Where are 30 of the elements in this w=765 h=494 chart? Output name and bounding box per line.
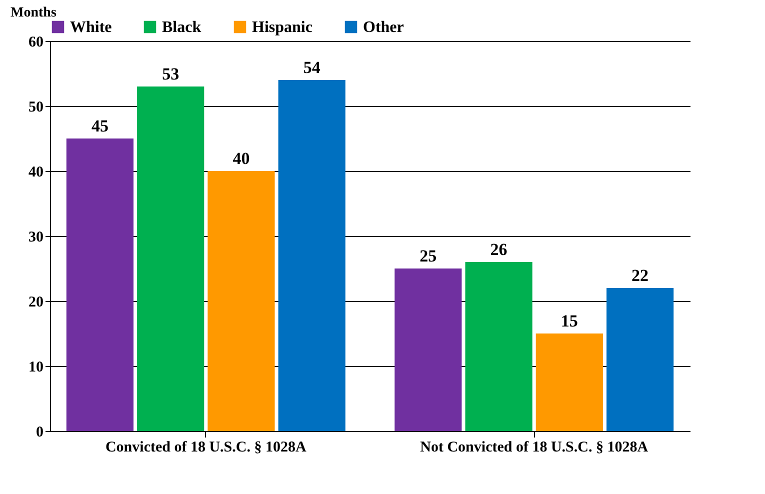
legend-label: Other [363,19,404,36]
legend-label: White [70,19,112,36]
data-label: 26 [490,240,508,259]
bar [278,80,346,431]
data-label: 53 [162,64,180,84]
bar [137,86,204,431]
data-label: 15 [560,312,578,330]
y-tick-label: 0 [36,424,44,440]
y-tick-label: 20 [28,294,44,310]
data-label: 40 [232,149,250,168]
y-tick-label: 60 [28,34,44,50]
y-tick-label: 30 [28,230,44,246]
bar [606,288,674,431]
data-label: 25 [420,246,437,266]
y-tick-label: 10 [28,360,44,376]
x-tick-label: Convicted of 18 U.S.C. § 1028A [105,440,306,456]
y-axis-title: Months [10,6,57,20]
x-tick-label: Not Convicted of 18 U.S.C. § 1028A [420,440,648,456]
bar [536,334,603,431]
bar [208,171,275,431]
legend-label: Hispanic [252,19,312,36]
legend-label: Black [162,19,202,36]
bar [465,262,532,431]
y-tick-label: 40 [28,164,44,180]
data-label: 54 [303,58,321,77]
y-tick-label: 50 [28,100,44,116]
data-label: 22 [632,266,649,285]
bar [394,268,462,431]
data-label: 45 [91,116,108,136]
bar [66,138,134,431]
